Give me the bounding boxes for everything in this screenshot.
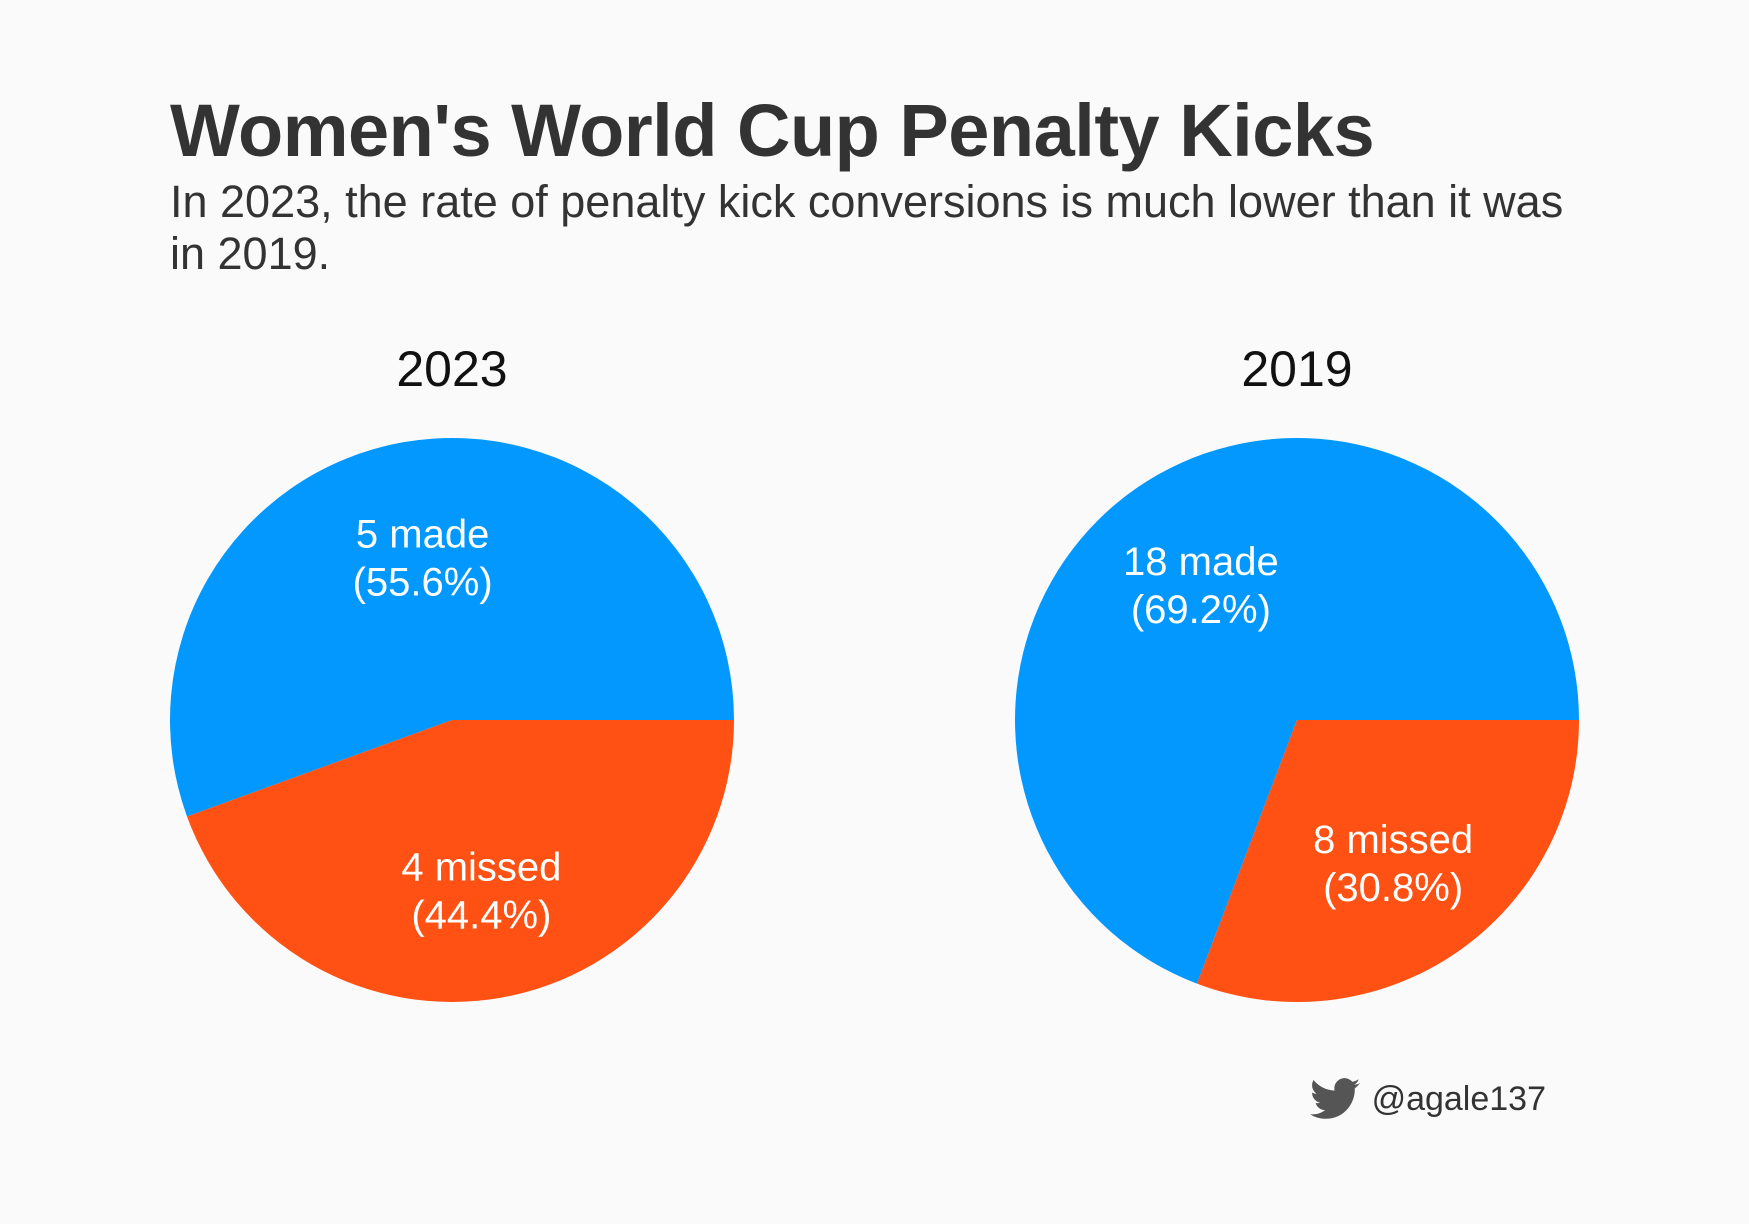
chart-subtitle: In 2023, the rate of penalty kick conver… xyxy=(170,176,1564,279)
chart-title: Women's World Cup Penalty Kicks xyxy=(170,89,1375,172)
pie-title: 2019 xyxy=(1241,341,1352,397)
pie-slice-missed xyxy=(187,720,734,1003)
pie-title: 2023 xyxy=(396,341,507,397)
pie-slice-made xyxy=(170,438,735,817)
pie-slice-missed xyxy=(1197,720,1579,1002)
pie-chart-2019: 2019 18 made (69.2%) 8 missed (30.8%) xyxy=(1015,341,1579,1002)
slice-label-made: 18 made (69.2%) xyxy=(1123,540,1279,632)
twitter-handle: @agale137 xyxy=(1371,1079,1546,1118)
twitter-bird-icon xyxy=(1309,1078,1360,1119)
pie-chart-2023: 2023 5 made (55.6%) 4 missed (44.4%) xyxy=(170,341,735,1003)
slice-label-missed: 8 missed (30.8%) xyxy=(1313,818,1473,910)
slice-label-made: 5 made (55.6%) xyxy=(353,512,493,604)
pie-slice-made xyxy=(1015,437,1579,984)
slice-label-missed: 4 missed (44.4%) xyxy=(401,846,561,938)
attribution: @agale137 xyxy=(1309,1078,1546,1120)
